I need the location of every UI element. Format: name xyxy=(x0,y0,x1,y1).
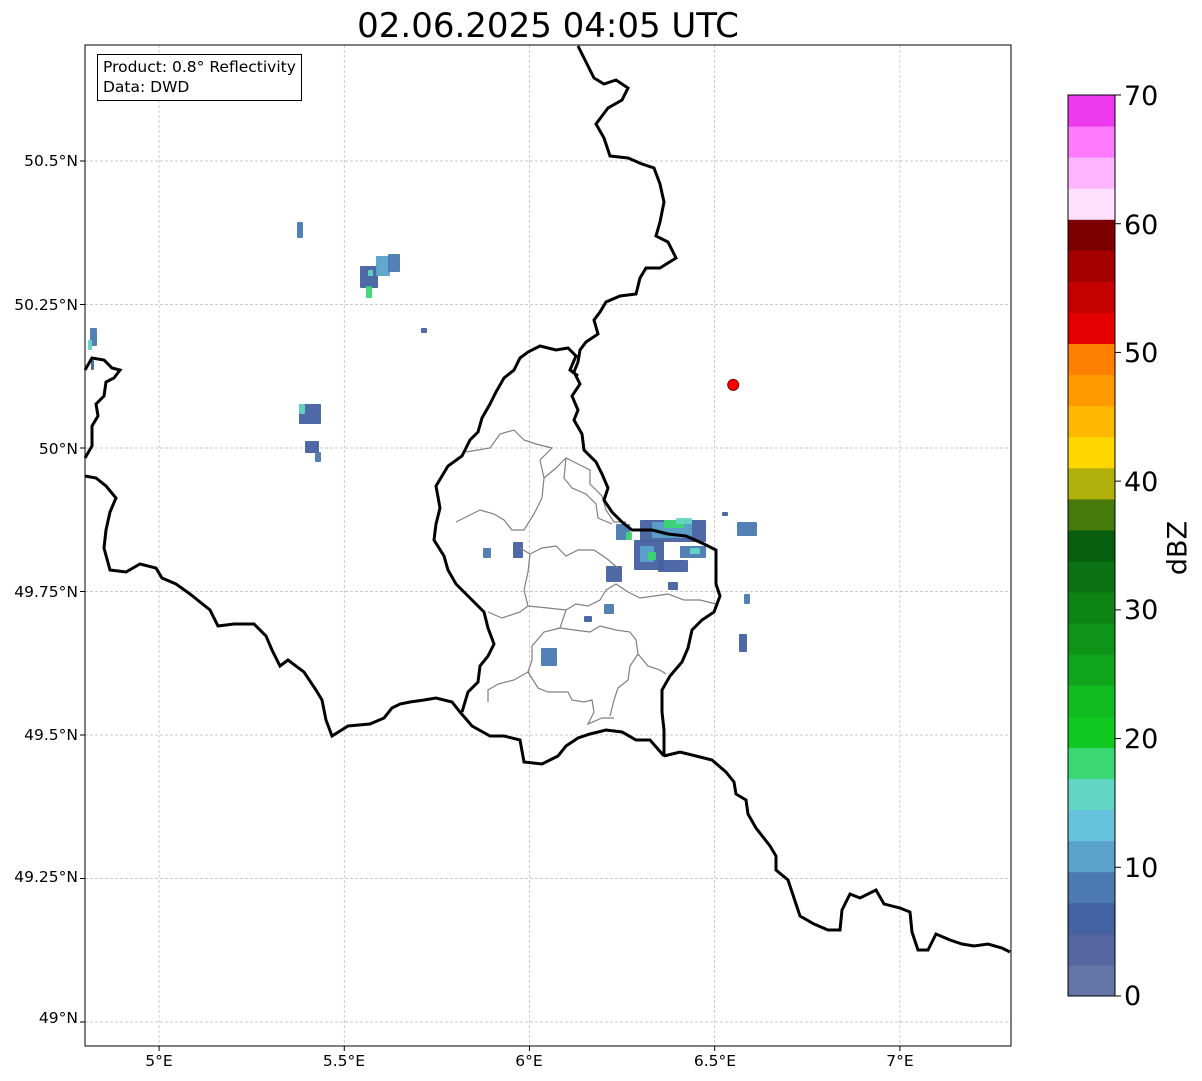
colorbar xyxy=(1067,94,1121,997)
echo-cell xyxy=(91,360,94,370)
lon-tick-label: 5°E xyxy=(145,1052,173,1070)
radar-site-marker xyxy=(727,378,740,391)
colorbar-segment xyxy=(1068,188,1115,220)
colorbar-tick-label: 20 xyxy=(1124,724,1159,755)
echo-cell xyxy=(676,518,692,524)
national-borders xyxy=(83,45,1011,954)
lat-tick-label: 49.75°N xyxy=(14,583,78,601)
echo-cell xyxy=(737,522,757,536)
echo-cell xyxy=(368,270,373,276)
colorbar-segment xyxy=(1068,281,1115,313)
colorbar-tick-label: 30 xyxy=(1124,595,1159,626)
colorbar-segment xyxy=(1068,778,1115,811)
colorbar-segment xyxy=(1068,871,1115,904)
colorbar-tick-label: 70 xyxy=(1124,81,1159,112)
echo-cell xyxy=(604,604,614,614)
colorbar-segment xyxy=(1068,95,1115,127)
colorbar-segment xyxy=(1068,964,1115,997)
echo-cell xyxy=(722,512,728,516)
echo-cell xyxy=(297,222,303,238)
colorbar-segment xyxy=(1068,529,1115,562)
axis-ticks xyxy=(80,160,901,1051)
colorbar-segment xyxy=(1068,436,1115,469)
internal-district-borders xyxy=(455,429,717,726)
lat-tick-label: 50°N xyxy=(38,440,78,458)
colorbar-segment xyxy=(1068,219,1115,251)
colorbar-segment xyxy=(1068,747,1115,780)
colorbar-segment xyxy=(1068,933,1115,966)
colorbar-segment xyxy=(1068,343,1115,376)
echo-cell xyxy=(690,548,700,554)
colorbar-segment xyxy=(1068,250,1115,282)
colorbar-tick-label: 10 xyxy=(1124,853,1159,884)
echo-cell xyxy=(541,648,557,666)
echo-cell xyxy=(648,552,656,560)
echo-cell xyxy=(513,542,523,558)
colorbar-segment xyxy=(1068,498,1115,531)
colorbar-segment xyxy=(1068,312,1115,345)
colorbar-segment xyxy=(1068,467,1115,500)
colorbar-segment xyxy=(1068,157,1115,189)
colorbar-segment xyxy=(1068,374,1115,407)
lat-tick-label: 50.25°N xyxy=(14,296,78,314)
lon-tick-label: 7°E xyxy=(886,1052,914,1070)
echo-cell xyxy=(421,328,427,333)
echo-cell xyxy=(668,582,678,590)
colorbar-segment xyxy=(1068,685,1115,717)
colorbar-tick-label: 50 xyxy=(1124,338,1159,369)
colorbar-segment xyxy=(1068,654,1115,686)
product-info-box: Product: 0.8° Reflectivity Data: DWD xyxy=(97,54,302,101)
lat-tick-label: 50.5°N xyxy=(24,152,78,170)
map-title: 02.06.2025 04:05 UTC xyxy=(357,6,739,46)
echo-cell xyxy=(388,254,400,272)
colorbar-segment xyxy=(1068,623,1115,655)
colorbar-tick-label: 40 xyxy=(1124,467,1159,498)
colorbar-segment xyxy=(1068,902,1115,935)
lat-tick-label: 49°N xyxy=(38,1009,78,1027)
echo-cell xyxy=(739,634,747,652)
echo-cell xyxy=(744,594,750,604)
product-label: Product: 0.8° Reflectivity xyxy=(103,58,296,76)
echo-cell xyxy=(360,266,378,288)
colorbar-segment xyxy=(1068,561,1115,593)
colorbar-segment xyxy=(1068,840,1115,873)
echo-cell xyxy=(658,560,688,572)
colorbar-segment xyxy=(1068,126,1115,158)
echo-cell xyxy=(88,340,92,350)
data-source-label: Data: DWD xyxy=(103,78,190,96)
echo-cell xyxy=(315,452,321,462)
colorbar-tick-label: 0 xyxy=(1124,981,1142,1012)
colorbar-segment xyxy=(1068,809,1115,842)
echo-cell xyxy=(606,566,622,582)
lat-tick-label: 49.25°N xyxy=(14,868,78,886)
lat-tick-label: 49.5°N xyxy=(24,726,78,744)
borders xyxy=(83,45,1011,954)
lon-tick-label: 6°E xyxy=(515,1052,543,1070)
colorbar-segment xyxy=(1068,592,1115,624)
lon-tick-label: 6.5°E xyxy=(693,1052,737,1070)
reflectivity-echoes xyxy=(88,222,757,666)
colorbar-segment xyxy=(1068,405,1115,438)
echo-cell xyxy=(299,404,305,414)
echo-cell xyxy=(626,532,632,540)
colorbar-segment xyxy=(1068,716,1115,748)
colorbar-frame xyxy=(1067,94,1116,997)
map-frame xyxy=(84,44,1012,1047)
echo-cell xyxy=(366,286,372,298)
lon-tick-label: 5.5°E xyxy=(322,1052,366,1070)
colorbar-unit-label: dBZ xyxy=(1162,520,1194,576)
colorbar-tick-label: 60 xyxy=(1124,210,1159,241)
echo-cell xyxy=(584,616,592,622)
echo-cell xyxy=(483,548,491,558)
echo-cell xyxy=(376,256,390,276)
gridlines xyxy=(85,45,1011,1046)
echo-cell xyxy=(305,441,319,453)
